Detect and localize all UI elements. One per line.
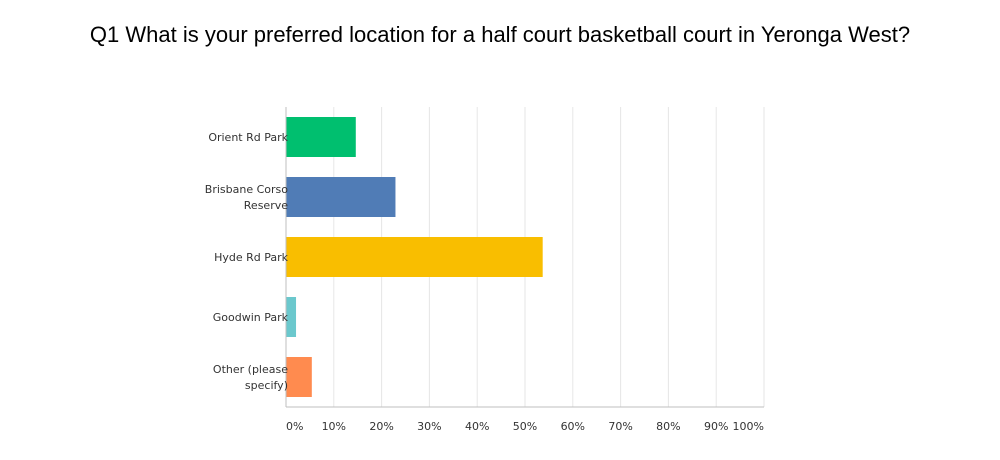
x-tick-label: 100%	[733, 420, 764, 433]
category-label: Reserve	[244, 199, 288, 212]
category-label: Hyde Rd Park	[214, 251, 289, 264]
bar	[286, 297, 297, 337]
category-label: Brisbane Corso	[205, 183, 288, 196]
category-label: Orient Rd Park	[208, 131, 288, 144]
bars	[286, 117, 543, 397]
x-tick-label: 30%	[417, 420, 441, 433]
x-tick-label: 70%	[608, 420, 632, 433]
x-tick-label: 90%	[704, 420, 728, 433]
bar	[286, 117, 356, 157]
x-tick-label: 40%	[465, 420, 489, 433]
x-tick-label: 10%	[322, 420, 346, 433]
bar	[286, 357, 312, 397]
x-tick-label: 20%	[369, 420, 393, 433]
category-label: Goodwin Park	[213, 311, 289, 324]
x-tick-label: 60%	[561, 420, 585, 433]
bar	[286, 177, 396, 217]
category-labels: Orient Rd Park Brisbane Corso Reserve Hyde …	[205, 131, 289, 392]
chart-title: Q1 What is your preferred location for a…	[89, 22, 911, 47]
bar	[286, 237, 543, 277]
x-tick-label: 50%	[513, 420, 537, 433]
category-label: specify)	[245, 379, 288, 392]
x-tick-label: 80%	[656, 420, 680, 433]
x-tick-label: 0%	[286, 420, 303, 433]
x-tick-labels: 0% 10% 20% 30% 40% 50% 60% 70% 80% 90% 100%	[286, 420, 764, 433]
category-label: Other (please	[213, 363, 288, 376]
axes	[285, 107, 764, 408]
